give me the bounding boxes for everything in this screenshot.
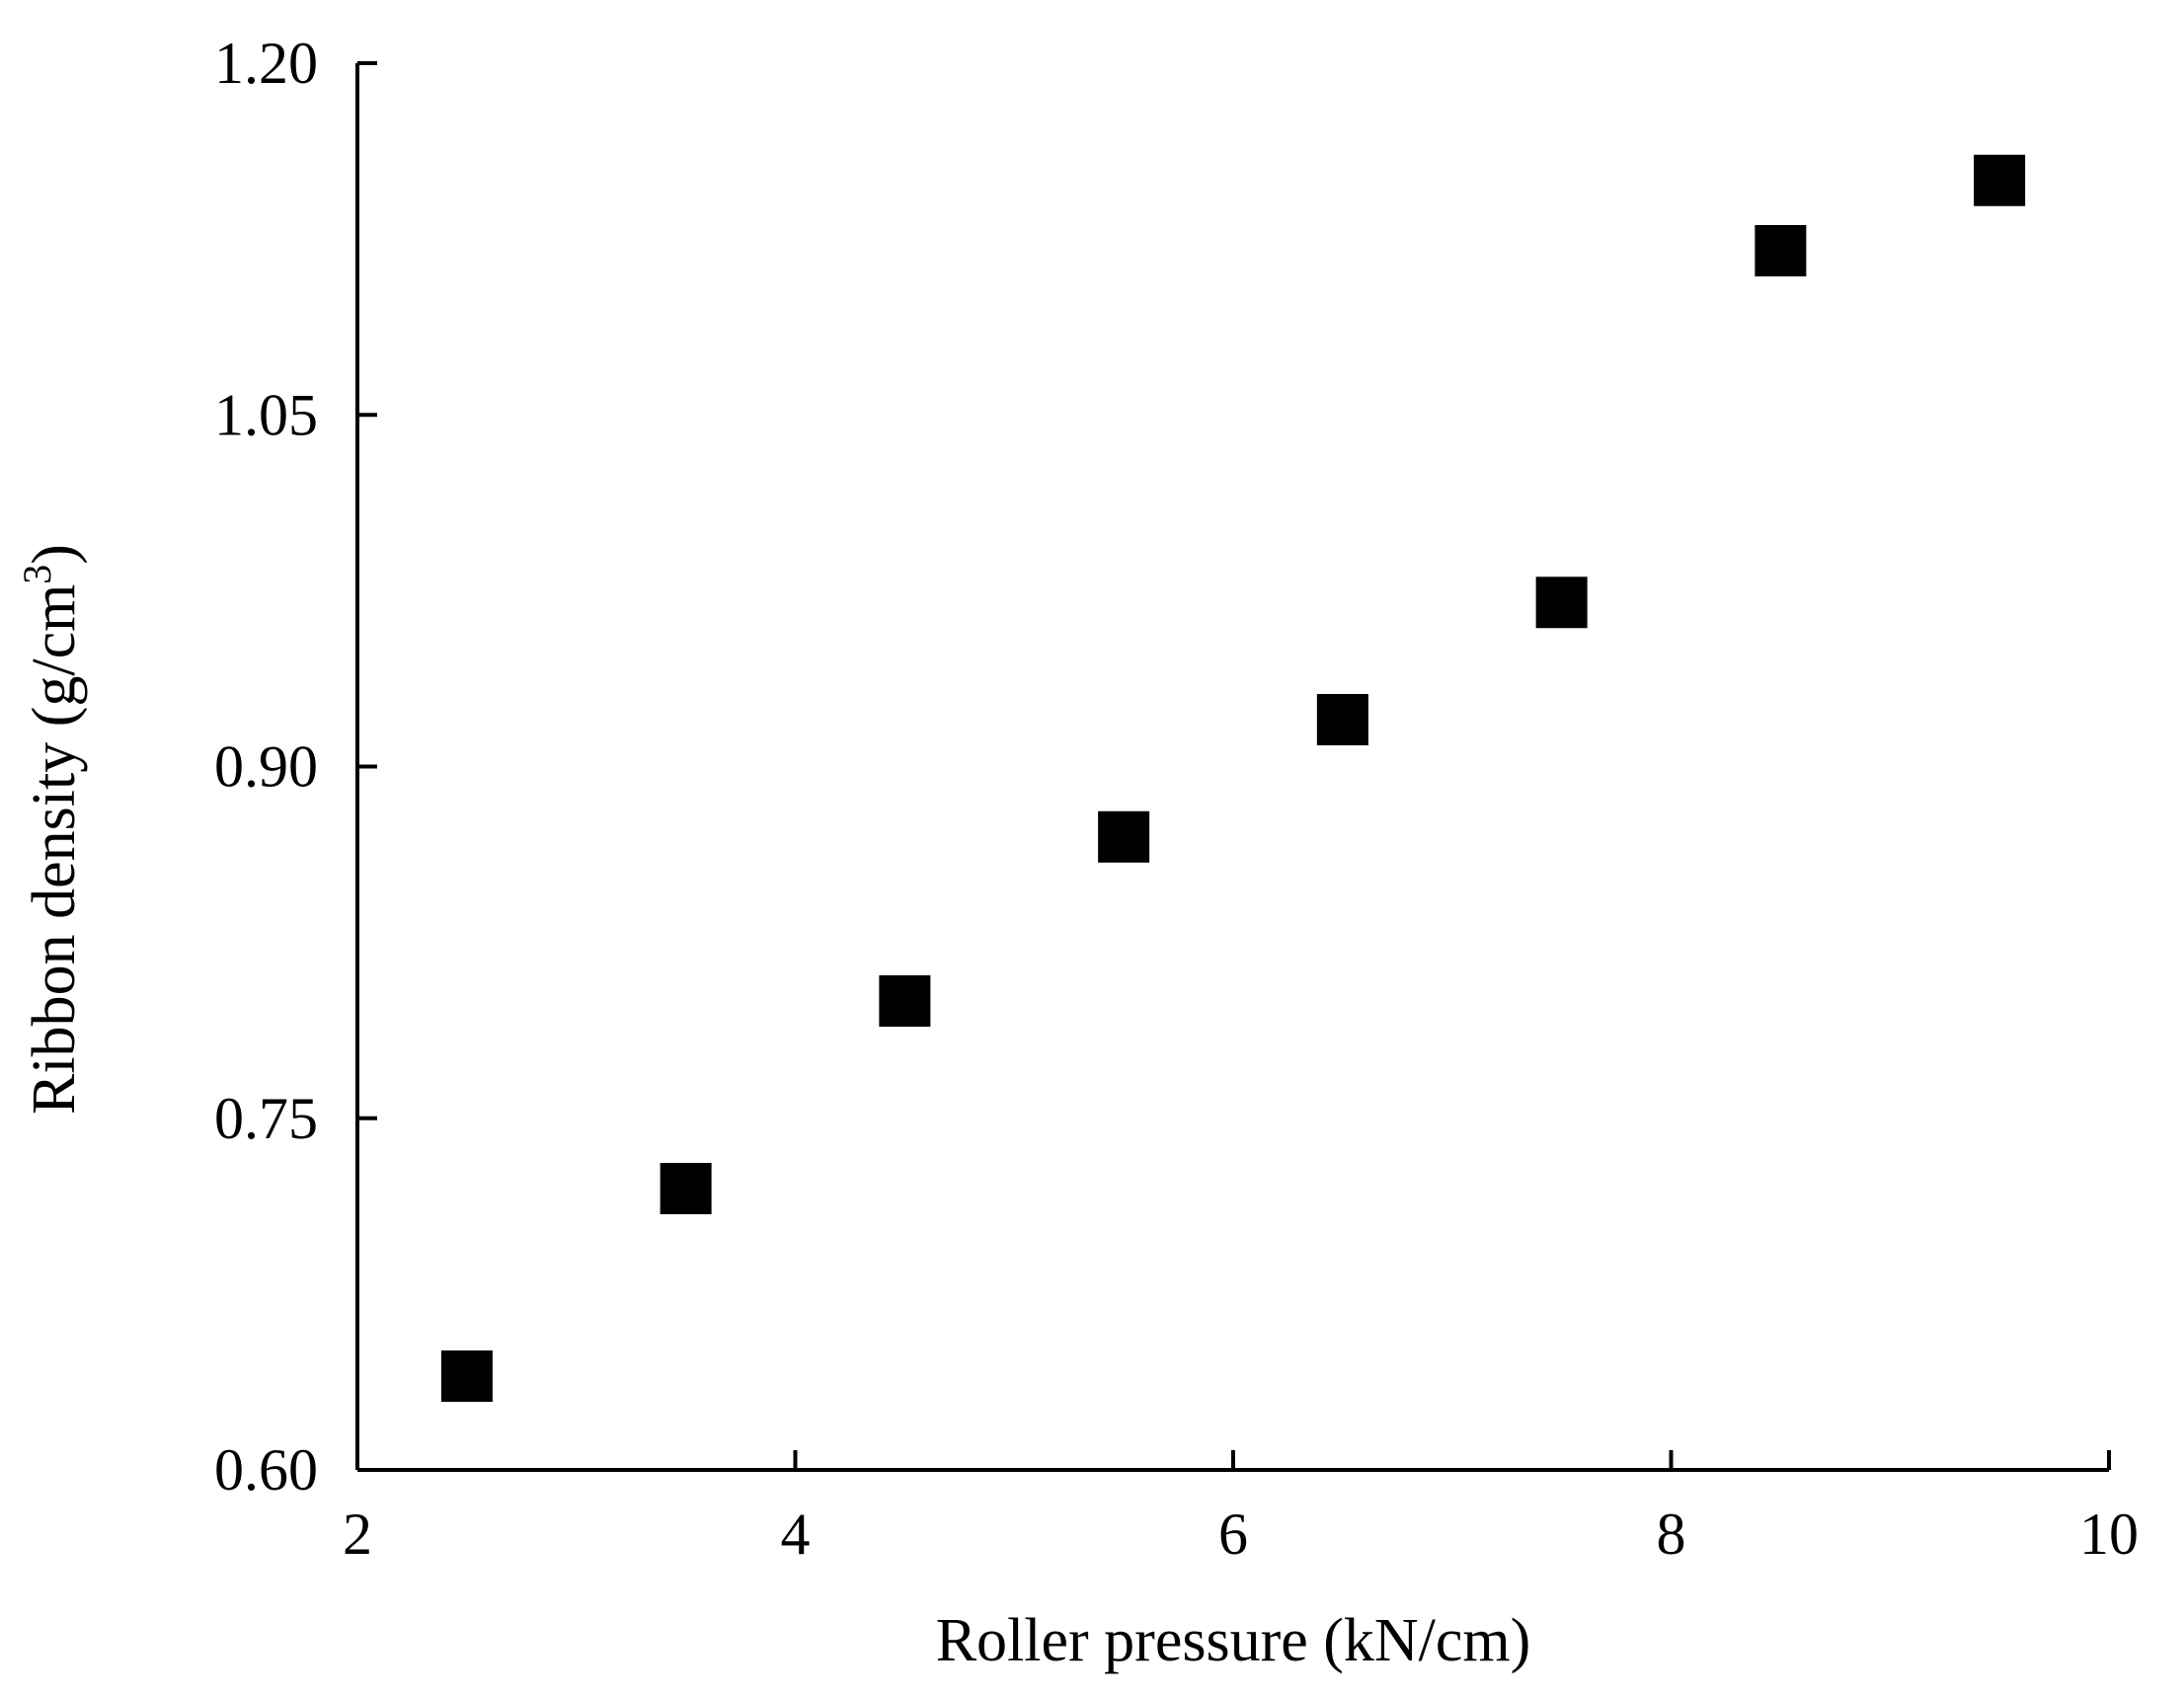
y-tick-label: 1.20 [214, 31, 318, 96]
data-point [879, 975, 931, 1027]
y-tick-label: 0.75 [214, 1086, 318, 1151]
y-axis-title-superscript: 3 [15, 565, 59, 584]
y-ticks: 0.60 0.75 0.90 1.05 1.20 [214, 31, 377, 1502]
y-tick-label: 0.60 [214, 1437, 318, 1502]
data-point [660, 1163, 712, 1214]
x-ticks: 2 4 6 8 10 [343, 1450, 2139, 1567]
x-axis-title: Roller pressure (kN/cm) [936, 1607, 1531, 1674]
data-point [1535, 577, 1588, 629]
data-points [440, 154, 2026, 1402]
y-axis-title-close: ) [21, 544, 88, 565]
y-axis-title: Ribbon density (g/cm3) [15, 544, 88, 1115]
y-axis-title-main: Ribbon density (g/cm [21, 584, 88, 1115]
data-point [440, 1350, 493, 1402]
x-tick-label: 8 [1657, 1502, 1686, 1567]
data-point [1316, 694, 1368, 745]
data-point [1098, 810, 1150, 863]
y-tick-label: 1.05 [214, 382, 318, 447]
x-tick-label: 4 [781, 1502, 811, 1567]
x-tick-label: 10 [2079, 1502, 2139, 1567]
y-tick-label: 0.90 [214, 734, 318, 800]
x-tick-label: 6 [1218, 1502, 1248, 1567]
axes [355, 63, 2109, 1472]
data-point [1755, 225, 1807, 276]
data-point [1974, 154, 2026, 206]
x-tick-label: 2 [343, 1502, 372, 1567]
